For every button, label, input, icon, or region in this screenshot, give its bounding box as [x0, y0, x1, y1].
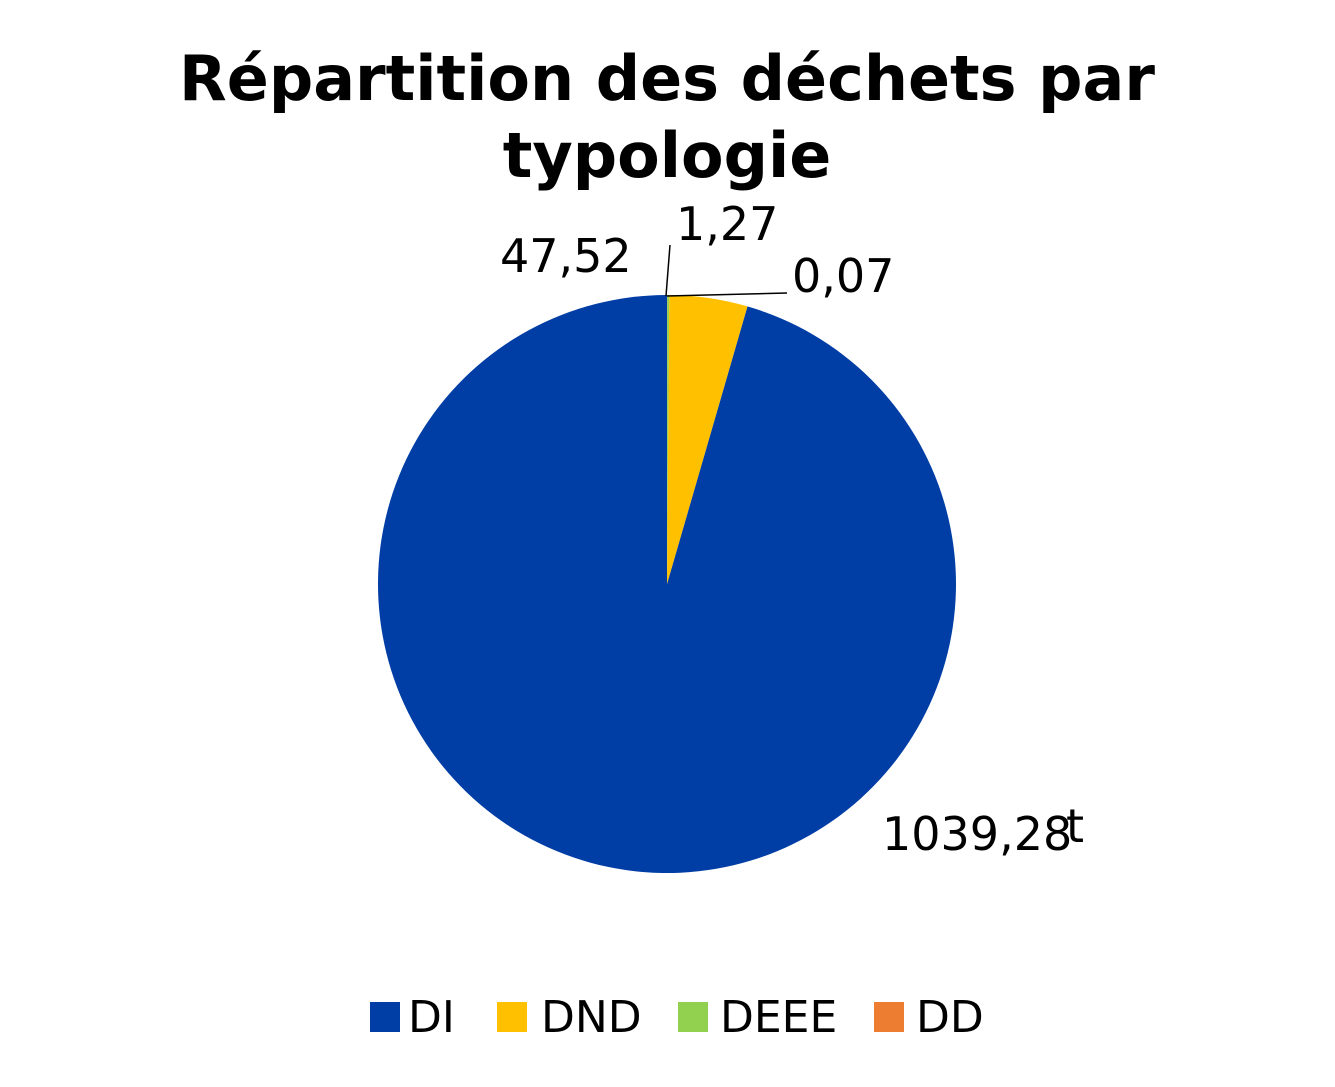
legend-label-di: DI: [408, 992, 455, 1043]
label-leader-lines: [665, 244, 788, 297]
data-label-dd: 0,07: [792, 249, 894, 303]
leader-line-deee: [665, 244, 671, 297]
unit-label: t: [1066, 799, 1084, 853]
legend-label-dd: DD: [916, 992, 984, 1043]
leader-line-dd: [666, 292, 788, 297]
legend-swatch-dnd: [497, 1002, 527, 1032]
legend-swatch-dd: [874, 1002, 904, 1032]
data-label-dnd: 47,52: [500, 229, 632, 283]
pie-slice-dnd: [667, 295, 748, 584]
data-label-di: 1039,28: [882, 807, 1072, 861]
chart-title-line-2: typologie: [503, 119, 832, 192]
pie-slices: [377, 295, 956, 873]
legend-swatch-di: [370, 1002, 400, 1032]
pie-slice-deee: [667, 295, 670, 584]
data-label-deee: 1,27: [676, 197, 778, 251]
legend-label-dnd: DND: [541, 992, 642, 1043]
legend-label-deee: DEEE: [720, 992, 837, 1043]
legend-swatch-deee: [678, 1002, 708, 1032]
chart-title-line-1: Répartition des déchets par: [179, 42, 1155, 115]
legend: DI DND DEEE DD: [370, 992, 984, 1043]
pie-slice-di: [377, 295, 956, 873]
